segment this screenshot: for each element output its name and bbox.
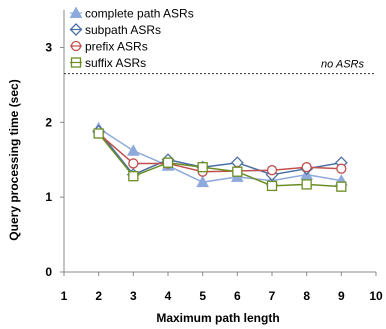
data-point (266, 165, 278, 176)
x-tick-label: 8 (303, 289, 310, 303)
legend-label: suffix ASRs (85, 56, 146, 70)
x-tick-label: 7 (269, 289, 276, 303)
series-square (93, 128, 347, 192)
data-point (162, 157, 174, 168)
x-tick-label: 2 (95, 289, 102, 303)
legend: complete path ASRs subpath ASRs prefix ASR… (69, 6, 194, 70)
data-point (197, 162, 208, 173)
data-point (266, 180, 278, 192)
y-tick-label: 0 (45, 265, 52, 279)
data-point (301, 179, 312, 190)
data-point (301, 162, 312, 173)
x-tick-label: 4 (165, 289, 172, 303)
data-point (336, 163, 347, 174)
y-axis-title: Query processing time (sec) (7, 79, 21, 240)
reference-line-label: no ASRs (321, 59, 365, 71)
series-line (98, 127, 342, 183)
data-point (232, 166, 243, 177)
legend-label: prefix ASRs (85, 40, 148, 54)
data-point (93, 128, 104, 139)
data-point (128, 171, 139, 182)
x-tick-label: 5 (199, 289, 206, 303)
series-line (98, 133, 342, 188)
legend-label: subpath ASRs (85, 23, 161, 37)
series-line (98, 130, 342, 176)
data-point (196, 175, 210, 188)
series-line (98, 132, 342, 173)
data-point (336, 181, 347, 192)
x-tick-label: 10 (369, 289, 383, 303)
y-tick-label: 2 (45, 115, 52, 129)
data-point (128, 158, 139, 169)
x-axis-title: Maximum path length (156, 311, 279, 325)
y-tick-label: 3 (45, 40, 52, 54)
legend-label: complete path ASRs (85, 7, 194, 21)
x-tick-label: 1 (61, 289, 68, 303)
y-tick-label: 1 (45, 190, 52, 204)
x-tick-label: 6 (234, 289, 241, 303)
x-tick-label: 9 (338, 289, 345, 303)
x-tick-label: 3 (130, 289, 137, 303)
data-point (126, 144, 140, 156)
